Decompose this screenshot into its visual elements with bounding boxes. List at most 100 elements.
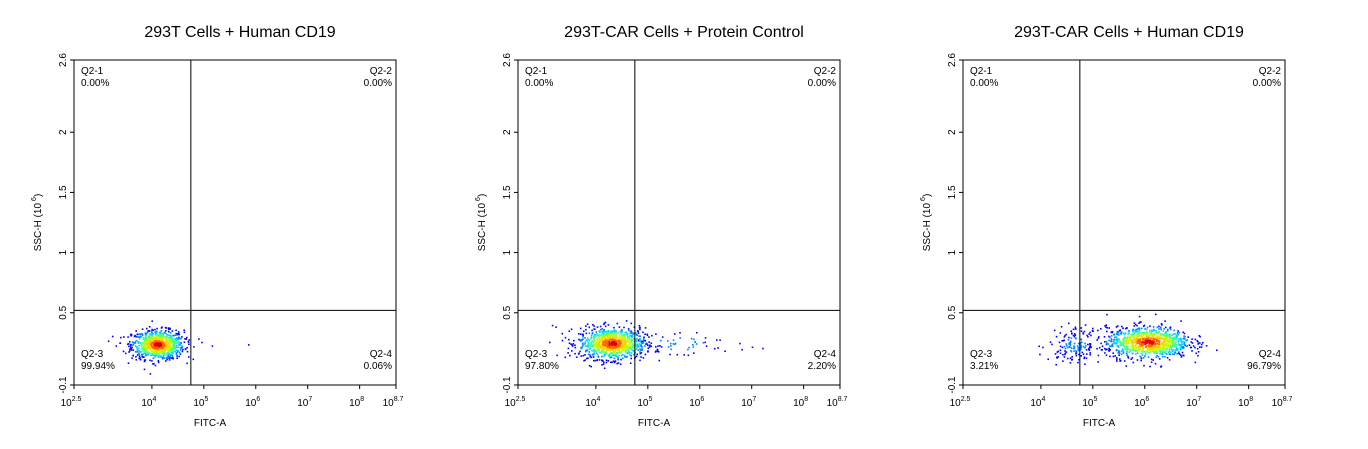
data-point: [637, 349, 640, 351]
data-point: [616, 336, 619, 339]
data-point: [1118, 339, 1121, 342]
data-point: [1155, 330, 1158, 332]
data-point: [1098, 336, 1100, 338]
data-point: [131, 346, 133, 349]
quadrant-name: Q2-1: [525, 66, 548, 77]
data-point: [602, 345, 605, 348]
data-point: [586, 337, 589, 340]
data-point: [1137, 341, 1139, 344]
chart-title: 293T-CAR Cells + Human CD19: [1014, 24, 1244, 41]
data-point: [594, 334, 596, 336]
data-point: [1156, 354, 1158, 357]
data-point: [1142, 338, 1144, 340]
data-point: [1132, 361, 1135, 364]
data-point: [626, 333, 629, 336]
data-point: [674, 343, 676, 346]
data-point: [178, 333, 180, 336]
data-point: [158, 345, 160, 347]
x-tick-label: 105: [637, 396, 652, 409]
data-point: [178, 336, 180, 339]
data-point: [622, 354, 624, 356]
data-point: [1111, 340, 1113, 343]
data-point: [150, 347, 153, 349]
data-point: [619, 335, 621, 337]
data-point: [619, 330, 622, 333]
data-point: [1165, 344, 1167, 346]
data-point: [161, 343, 163, 345]
data-point: [1131, 346, 1134, 349]
data-point: [1158, 349, 1160, 352]
data-point: [688, 346, 690, 349]
data-point: [1083, 346, 1085, 348]
data-point: [1181, 340, 1184, 343]
data-point: [1160, 346, 1163, 349]
data-point: [605, 348, 607, 350]
data-point: [144, 338, 146, 340]
data-point: [1130, 344, 1132, 347]
data-point: [1164, 341, 1166, 343]
x-tick-label: 107: [741, 396, 756, 409]
data-point: [165, 340, 167, 342]
data-point: [567, 347, 570, 350]
data-point: [602, 363, 605, 365]
data-point: [1113, 342, 1115, 344]
data-point: [1070, 350, 1073, 353]
data-point: [154, 347, 157, 350]
data-point: [1117, 333, 1119, 336]
data-point: [158, 349, 160, 352]
data-point: [1138, 345, 1140, 347]
data-point: [584, 345, 587, 347]
data-point: [1129, 348, 1131, 351]
data-point: [1116, 337, 1118, 340]
data-point: [1148, 337, 1151, 339]
data-point: [175, 346, 178, 349]
data-point: [1162, 338, 1164, 341]
data-point: [572, 343, 575, 345]
data-point: [609, 361, 612, 364]
data-point: [609, 347, 611, 349]
data-point: [1070, 330, 1072, 332]
data-point: [630, 357, 632, 360]
data-point: [155, 330, 158, 333]
data-point: [1158, 343, 1160, 346]
data-point: [1141, 350, 1144, 352]
data-point: [1180, 345, 1183, 347]
data-point: [166, 357, 168, 359]
data-point: [605, 331, 608, 333]
data-point: [610, 332, 613, 335]
data-point: [1111, 343, 1114, 345]
data-point: [568, 342, 571, 345]
data-point: [135, 359, 138, 361]
data-point: [647, 347, 650, 350]
chart-panel-2: 293T-CAR Cells + Protein ControlQ2-10.00…: [475, 24, 848, 429]
data-point: [618, 354, 621, 357]
data-point: [139, 357, 141, 359]
data-point: [1162, 349, 1165, 351]
data-point: [1113, 336, 1116, 339]
data-point: [1146, 341, 1148, 344]
data-point: [637, 330, 639, 333]
data-point: [1149, 365, 1151, 368]
data-point: [151, 331, 153, 334]
data-point: [1149, 334, 1152, 337]
data-point: [695, 343, 698, 345]
data-point: [1191, 350, 1193, 352]
data-point: [637, 346, 639, 348]
data-point: [647, 344, 649, 347]
data-point: [160, 327, 163, 329]
data-point: [173, 342, 176, 345]
data-point: [167, 327, 170, 329]
data-point: [642, 357, 645, 359]
data-point: [1097, 337, 1100, 339]
data-point: [1068, 343, 1071, 346]
data-point: [1177, 347, 1179, 350]
data-point: [186, 346, 188, 349]
data-point: [1137, 351, 1139, 354]
data-point: [151, 320, 153, 322]
data-point: [630, 330, 633, 333]
data-point: [1166, 334, 1168, 337]
data-point: [627, 344, 630, 347]
data-point: [1140, 343, 1143, 345]
data-point: [1139, 335, 1141, 337]
data-point: [1078, 358, 1080, 361]
